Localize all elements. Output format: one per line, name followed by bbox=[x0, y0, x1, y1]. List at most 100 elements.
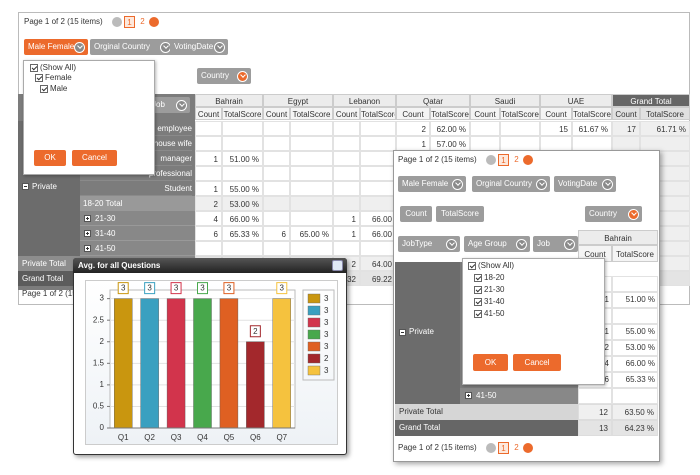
dropdown-icon[interactable] bbox=[516, 238, 527, 250]
field-chip[interactable]: VotingDate bbox=[554, 176, 616, 192]
ok-button[interactable]: OK bbox=[473, 354, 508, 371]
chevron bbox=[566, 240, 573, 246]
measure-header: Count bbox=[333, 107, 360, 120]
field-chip[interactable]: Orginal Country bbox=[90, 39, 174, 55]
data-cell bbox=[360, 151, 396, 166]
checkbox[interactable] bbox=[474, 274, 482, 282]
ok-button[interactable]: OK bbox=[34, 150, 66, 166]
popup-item: 31-40 bbox=[484, 297, 505, 306]
row-label: professional bbox=[80, 166, 192, 181]
collapse-icon[interactable] bbox=[399, 329, 406, 336]
dropdown-icon[interactable] bbox=[628, 208, 639, 220]
field-chip[interactable]: Male Female bbox=[24, 39, 88, 55]
expand-icon[interactable] bbox=[84, 215, 91, 222]
data-cell bbox=[222, 121, 263, 136]
legend-swatch bbox=[307, 317, 321, 328]
y-tick-label: 1.5 bbox=[93, 358, 105, 367]
page-button[interactable]: 1 bbox=[124, 16, 135, 28]
data-cell: 2 bbox=[195, 196, 222, 211]
page-button[interactable]: 2 bbox=[514, 443, 519, 452]
field-chip[interactable]: Orginal Country bbox=[472, 176, 550, 192]
data-cell bbox=[640, 136, 690, 151]
field-chip[interactable]: JobType bbox=[398, 236, 460, 252]
data-cell bbox=[572, 136, 612, 151]
page-button[interactable]: 1 bbox=[498, 442, 509, 454]
checkbox[interactable] bbox=[35, 74, 43, 82]
checkbox[interactable] bbox=[474, 298, 482, 306]
prev-button[interactable] bbox=[486, 443, 496, 453]
data-cell bbox=[360, 136, 396, 151]
data-cell bbox=[333, 241, 360, 256]
checkbox[interactable] bbox=[474, 286, 482, 294]
data-cell bbox=[612, 324, 658, 340]
expand-icon[interactable] bbox=[84, 245, 91, 252]
data-cell bbox=[360, 121, 396, 136]
cancel-button[interactable]: Cancel bbox=[513, 354, 561, 371]
next-button[interactable] bbox=[523, 155, 533, 165]
measure-header: Count bbox=[263, 107, 290, 120]
expand-icon[interactable] bbox=[84, 230, 91, 237]
dropdown-icon[interactable] bbox=[446, 238, 457, 250]
dropdown-icon[interactable] bbox=[237, 70, 248, 82]
data-cell: 17 bbox=[612, 121, 640, 136]
next-button[interactable] bbox=[149, 17, 159, 27]
checkbox[interactable] bbox=[468, 262, 476, 270]
dropdown-icon[interactable] bbox=[602, 178, 613, 190]
pager-text: Page 1 of 2 (15 items) bbox=[398, 443, 477, 452]
measure-header: TotalScore bbox=[430, 107, 470, 120]
dropdown-icon[interactable] bbox=[452, 178, 463, 190]
data-cell: 64.23 % bbox=[612, 420, 658, 436]
chevron bbox=[630, 210, 637, 216]
bar-chart: 0 0.5 1 1.5 2 2.5 3 3 Q1 3 3 Q2 3 3 Q3 3 3 Q4 3 3 Q5 3 2 Q6 2 3 Q7… bbox=[93, 282, 335, 442]
checkbox[interactable] bbox=[30, 64, 38, 72]
data-cell bbox=[333, 151, 360, 166]
data-field[interactable]: TotalScore bbox=[436, 206, 484, 222]
data-cell: 64.00 bbox=[360, 256, 396, 271]
measure-header: Count bbox=[396, 107, 430, 120]
data-cell bbox=[470, 136, 500, 151]
legend-label: 3 bbox=[324, 318, 329, 327]
close-button[interactable] bbox=[332, 260, 343, 271]
y-tick-label: 2.5 bbox=[93, 315, 105, 324]
dropdown-icon[interactable] bbox=[74, 41, 85, 53]
field-chip[interactable]: VotingDate bbox=[170, 39, 228, 55]
field-chip[interactable]: Male Female bbox=[398, 176, 466, 192]
value-label-box bbox=[144, 282, 156, 295]
column-header: UAE bbox=[540, 94, 612, 107]
page-button[interactable]: 2 bbox=[140, 17, 145, 26]
field-chip[interactable]: Country bbox=[585, 206, 642, 222]
data-cell: 53.00 % bbox=[222, 196, 263, 211]
page-button[interactable]: 1 bbox=[498, 154, 509, 166]
icon-line bbox=[87, 247, 88, 250]
cancel-button[interactable]: Cancel bbox=[72, 150, 117, 166]
data-cell: 65.33 % bbox=[222, 226, 263, 241]
prev-button[interactable] bbox=[112, 17, 122, 27]
field-chip[interactable]: Age Group bbox=[464, 236, 530, 252]
chevron bbox=[538, 180, 545, 186]
dropdown-icon[interactable] bbox=[176, 99, 187, 111]
data-cell: 2 bbox=[396, 121, 430, 136]
prev-button[interactable] bbox=[486, 155, 496, 165]
data-cell bbox=[470, 121, 500, 136]
checkbox[interactable] bbox=[40, 85, 48, 93]
data-cell: 51.00 % bbox=[222, 151, 263, 166]
collapse-icon[interactable] bbox=[22, 183, 29, 190]
next-button[interactable] bbox=[523, 443, 533, 453]
data-cell: 65.33 % bbox=[625, 375, 655, 384]
y-tick-label: 2 bbox=[100, 337, 105, 346]
data-cell bbox=[263, 181, 290, 196]
dropdown-icon[interactable] bbox=[536, 178, 547, 190]
checkbox[interactable] bbox=[474, 310, 482, 318]
expand-icon[interactable] bbox=[465, 392, 472, 399]
data-cell bbox=[290, 121, 333, 136]
value-label: 3 bbox=[227, 284, 232, 293]
data-cell bbox=[360, 196, 396, 211]
column-header: Bahrain bbox=[578, 230, 658, 245]
page-button[interactable]: 2 bbox=[514, 155, 519, 164]
dropdown-icon[interactable] bbox=[564, 238, 575, 250]
data-cell: 6 bbox=[263, 226, 290, 241]
dropdown-icon[interactable] bbox=[214, 41, 225, 53]
data-field[interactable]: Count bbox=[400, 206, 432, 222]
bar bbox=[140, 298, 159, 429]
row-label: Grand Total bbox=[395, 420, 578, 436]
